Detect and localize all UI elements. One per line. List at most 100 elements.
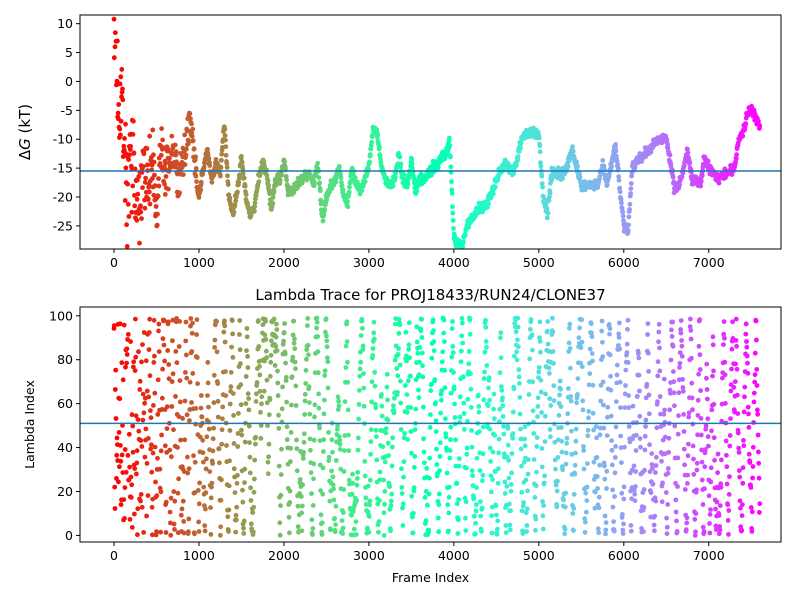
data-point [143, 175, 149, 181]
data-point [350, 480, 356, 486]
data-point [489, 513, 494, 518]
data-point [436, 491, 442, 497]
data-point [475, 392, 481, 398]
data-point [707, 521, 712, 526]
data-point [624, 341, 630, 347]
data-point [636, 355, 642, 361]
data-point [270, 201, 276, 207]
data-point [628, 191, 633, 196]
data-point [520, 531, 526, 536]
data-point [322, 397, 327, 403]
data-point [289, 402, 294, 408]
data-point [283, 360, 288, 366]
data-point [476, 409, 482, 415]
data-point [197, 480, 203, 486]
x-tick-label: 3000 [353, 548, 385, 563]
data-point [135, 191, 141, 197]
data-point [388, 498, 394, 504]
data-point [371, 330, 377, 336]
data-point [579, 317, 585, 323]
data-point [216, 446, 222, 451]
data-point [400, 505, 405, 511]
data-point [714, 499, 720, 505]
data-point [735, 430, 741, 436]
data-point [384, 371, 390, 377]
data-point [325, 385, 331, 391]
data-point [700, 502, 706, 507]
data-point [174, 360, 180, 366]
data-point [691, 456, 696, 462]
data-point [420, 374, 426, 380]
data-point [665, 142, 671, 147]
data-point [342, 399, 348, 405]
data-point [555, 455, 561, 460]
data-point [544, 328, 550, 334]
data-point [433, 400, 438, 406]
data-point [604, 468, 610, 474]
data-point [541, 480, 547, 486]
data-point [739, 527, 745, 533]
data-point [621, 521, 626, 527]
data-point [178, 512, 184, 518]
data-point [617, 379, 623, 385]
data-point [711, 401, 717, 407]
data-point [632, 165, 638, 170]
data-point [406, 342, 412, 348]
data-point [225, 514, 231, 520]
data-point [557, 392, 562, 398]
data-point [700, 524, 706, 530]
data-point [207, 469, 213, 474]
data-point [623, 367, 629, 373]
data-point [523, 477, 529, 483]
data-point [602, 476, 608, 482]
data-point [600, 158, 606, 163]
data-point [396, 317, 402, 322]
data-point [752, 350, 758, 356]
data-point [400, 523, 406, 528]
data-point [616, 331, 622, 337]
data-point [585, 461, 590, 466]
data-point [660, 480, 665, 486]
data-point [535, 395, 541, 401]
data-point [696, 371, 701, 377]
data-point [694, 487, 699, 493]
data-point [182, 398, 188, 404]
data-point [299, 510, 304, 516]
data-point [129, 482, 135, 488]
data-point [265, 471, 271, 477]
data-point [448, 390, 454, 396]
data-point [282, 159, 287, 165]
data-point [694, 460, 700, 466]
data-point [545, 341, 551, 347]
data-point [477, 429, 482, 434]
data-point [193, 173, 199, 179]
data-point [550, 349, 556, 354]
data-point [741, 443, 747, 449]
data-point [455, 531, 461, 536]
data-point [678, 318, 684, 323]
data-point [169, 133, 175, 139]
data-point [111, 55, 117, 61]
data-point [602, 167, 607, 173]
data-point [456, 456, 462, 461]
data-point [652, 528, 657, 534]
data-point [327, 498, 333, 504]
data-point [689, 395, 695, 401]
data-point [332, 529, 338, 535]
data-point [569, 428, 574, 434]
data-point [177, 378, 183, 383]
data-point [121, 322, 127, 328]
data-point [305, 342, 311, 348]
data-point [460, 340, 466, 346]
data-point [681, 446, 687, 452]
data-point [345, 359, 350, 365]
data-point [442, 368, 448, 373]
data-point [721, 342, 726, 347]
data-point [370, 353, 375, 358]
data-point [416, 372, 422, 378]
data-point [691, 472, 697, 477]
data-point [438, 397, 444, 403]
data-point [286, 514, 292, 520]
data-point [339, 183, 345, 189]
data-point [193, 166, 199, 171]
